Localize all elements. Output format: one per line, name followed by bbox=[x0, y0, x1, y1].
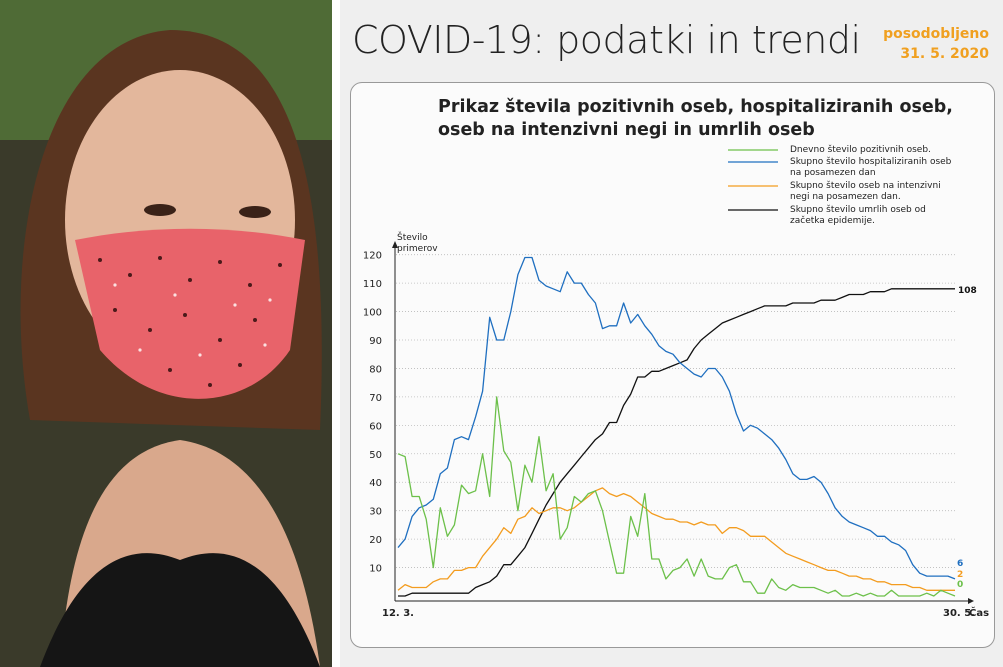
x-axis-arrow bbox=[968, 598, 974, 604]
y-tick-label: 120 bbox=[363, 251, 382, 262]
updated-date: 31. 5. 2020 bbox=[900, 46, 989, 62]
end-value-label: 2 bbox=[957, 570, 963, 580]
y-tick-label: 60 bbox=[369, 421, 382, 432]
y-axis-label: Število primerov bbox=[397, 233, 438, 254]
updated: posodobljeno 31. 5. 2020 bbox=[883, 24, 989, 64]
x-axis-label: Čas bbox=[969, 606, 989, 619]
y-tick-label: 20 bbox=[369, 535, 382, 546]
photo bbox=[0, 0, 332, 667]
series-line bbox=[398, 288, 955, 597]
chart-box bbox=[350, 82, 995, 648]
legend-label: Skupno število umrlih oseb od začetka ep… bbox=[790, 205, 926, 226]
series-line bbox=[397, 396, 956, 597]
end-value-label: 108 bbox=[958, 286, 977, 296]
y-tick-label: 110 bbox=[363, 279, 382, 290]
y-tick-label: 90 bbox=[369, 336, 382, 347]
y-tick-label: 10 bbox=[369, 564, 382, 575]
y-tick-label: 70 bbox=[369, 393, 382, 404]
end-value-label: 6 bbox=[957, 559, 963, 569]
legend-label: Skupno število hospitaliziranih oseb na … bbox=[790, 157, 952, 178]
end-value-label: 0 bbox=[957, 580, 963, 590]
x-tick-label: 12. 3. bbox=[382, 608, 414, 619]
series-line bbox=[397, 487, 955, 591]
updated-label: posodobljeno bbox=[883, 26, 989, 42]
series-line bbox=[397, 256, 956, 580]
y-tick-label: 40 bbox=[369, 478, 382, 489]
legend-label: Dnevno število pozitivnih oseb. bbox=[790, 145, 931, 155]
main-title: COVID-19: podatki in trendi bbox=[352, 18, 861, 62]
y-tick-label: 100 bbox=[363, 308, 382, 319]
y-axis-arrow bbox=[392, 241, 398, 248]
y-tick-label: 50 bbox=[369, 450, 382, 461]
legend-label: Skupno število oseb na intenzivni negi n… bbox=[790, 181, 941, 202]
x-tick-label: 30. 5. bbox=[943, 608, 975, 619]
y-tick-label: 80 bbox=[369, 364, 382, 375]
chart-title: Prikaz števila pozitivnih oseb, hospital… bbox=[438, 97, 953, 140]
y-tick-label: 30 bbox=[369, 507, 382, 518]
